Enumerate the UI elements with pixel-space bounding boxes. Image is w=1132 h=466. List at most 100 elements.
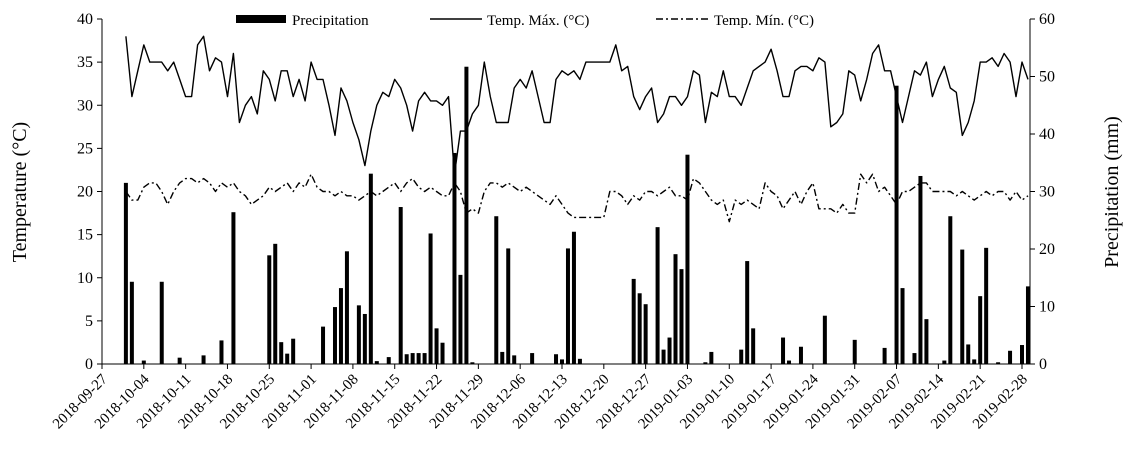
- precipitation-bar: [996, 362, 1001, 364]
- precipitation-bar: [571, 231, 576, 364]
- precipitation-bar: [960, 249, 965, 364]
- precipitation-bar: [822, 315, 827, 364]
- precipitation-bar: [745, 261, 750, 364]
- precipitation-bar: [434, 328, 439, 364]
- precipitation-bar: [344, 251, 349, 364]
- precipitation-bar: [428, 233, 433, 364]
- precipitation-bar: [703, 362, 708, 364]
- legend-temp-max-label: Temp. Máx. (°C): [487, 13, 589, 29]
- precipitation-bar: [267, 255, 272, 364]
- precipitation-bar: [500, 351, 505, 364]
- precipitation-bar: [231, 212, 236, 364]
- axes: 051015202530354001020304050602018-09-272…: [50, 11, 1055, 432]
- precipitation-bar: [123, 182, 128, 364]
- precipitation-bar: [924, 319, 929, 364]
- y-left-tick-label: 35: [77, 54, 93, 71]
- precipitation-bar: [655, 227, 660, 364]
- precipitation-bar: [404, 354, 409, 364]
- precipitation-bar: [321, 326, 326, 364]
- precipitation-bar: [1025, 286, 1030, 364]
- precipitation-bar: [948, 216, 953, 364]
- legend-temp-max: Temp. Máx. (°C): [430, 13, 589, 29]
- precipitation-bar: [398, 207, 403, 364]
- precipitation-bar: [159, 281, 164, 364]
- precipitation-bar: [685, 154, 690, 364]
- precipitation-bar: [565, 248, 570, 364]
- precipitation-bar: [512, 355, 517, 364]
- precipitation-bar: [577, 358, 582, 364]
- precipitation-bar: [912, 353, 917, 364]
- precipitation-bar: [739, 349, 744, 364]
- y-left-tick-label: 40: [77, 11, 93, 28]
- y-left-tick-label: 30: [77, 97, 93, 114]
- y-right-tick-label: 0: [1039, 356, 1047, 373]
- precipitation-bar: [386, 357, 391, 364]
- precipitation-bar: [279, 342, 284, 364]
- precipitation-bar: [141, 360, 146, 364]
- y-left-tick-label: 10: [77, 270, 93, 287]
- precipitation-bar: [422, 353, 427, 364]
- precipitation-bar: [560, 359, 564, 364]
- precipitation-bar: [709, 351, 714, 364]
- precipitation-bars: [123, 66, 1030, 364]
- precipitation-bar: [201, 355, 206, 364]
- precipitation-bar: [530, 353, 535, 364]
- y-left-tick-label: 15: [77, 227, 93, 244]
- y-right-tick-label: 20: [1039, 241, 1055, 258]
- precipitation-bar: [781, 337, 786, 364]
- precipitation-bar: [643, 304, 648, 364]
- precipitation-bar: [900, 288, 905, 364]
- precipitation-bar: [918, 175, 923, 364]
- precipitation-bar: [966, 344, 971, 364]
- precipitation-bar: [362, 313, 367, 364]
- y-left-tick-label: 5: [85, 313, 93, 330]
- precipitation-bar: [177, 357, 182, 364]
- precipitation-bar: [416, 353, 421, 364]
- precipitation-bar: [332, 307, 337, 364]
- precipitation-bar: [894, 85, 899, 364]
- precipitation-bar: [440, 342, 445, 364]
- precipitation-bar: [368, 173, 373, 364]
- precipitation-bar: [291, 338, 296, 364]
- precipitation-bar: [978, 296, 983, 364]
- precipitation-bar: [667, 337, 672, 364]
- precipitation-bar: [637, 293, 642, 364]
- temp-min-line: [125, 173, 1029, 223]
- precipitation-bar: [673, 254, 678, 364]
- precipitation-bar: [751, 328, 756, 364]
- precipitation-bar: [984, 247, 989, 364]
- precipitation-bar: [679, 269, 684, 364]
- precipitation-bar: [470, 362, 475, 364]
- precipitation-bar: [661, 349, 666, 364]
- legend-temp-min-label: Temp. Mín. (°C): [714, 13, 814, 29]
- precipitation-bar: [273, 243, 278, 364]
- precipitation-bar: [410, 353, 415, 364]
- precipitation-bar: [356, 305, 361, 364]
- y-left-tick-label: 20: [77, 184, 93, 201]
- precipitation-bar: [942, 360, 947, 364]
- legend-precipitation: Precipitation: [236, 13, 369, 29]
- precipitation-bar: [219, 340, 224, 364]
- y-right-tick-label: 10: [1039, 299, 1055, 316]
- precipitation-bar: [972, 359, 977, 364]
- legend-precipitation-label: Precipitation: [292, 13, 369, 29]
- y-right-tick-label: 40: [1039, 126, 1055, 143]
- precipitation-bar: [285, 353, 290, 364]
- precipitation-bar: [494, 216, 499, 364]
- legend: Precipitation Temp. Máx. (°C) Temp. Mín. (…: [236, 13, 814, 29]
- precipitation-bar: [1020, 345, 1024, 364]
- legend-precipitation-swatch: [236, 15, 286, 23]
- y-right-tick-label: 50: [1039, 69, 1055, 86]
- temperature-lines: [125, 35, 1029, 223]
- precipitation-bar: [798, 346, 803, 364]
- precipitation-bar: [506, 248, 511, 364]
- precipitation-bar: [129, 281, 134, 364]
- temp-max-line: [125, 35, 1029, 175]
- y-axis-left-label: Temperature (°C): [9, 122, 31, 262]
- precipitation-bar: [338, 288, 343, 364]
- y-left-tick-label: 25: [77, 140, 93, 157]
- precipitation-bar: [1008, 350, 1013, 364]
- y-right-tick-label: 30: [1039, 184, 1055, 201]
- precipitation-bar: [852, 339, 857, 364]
